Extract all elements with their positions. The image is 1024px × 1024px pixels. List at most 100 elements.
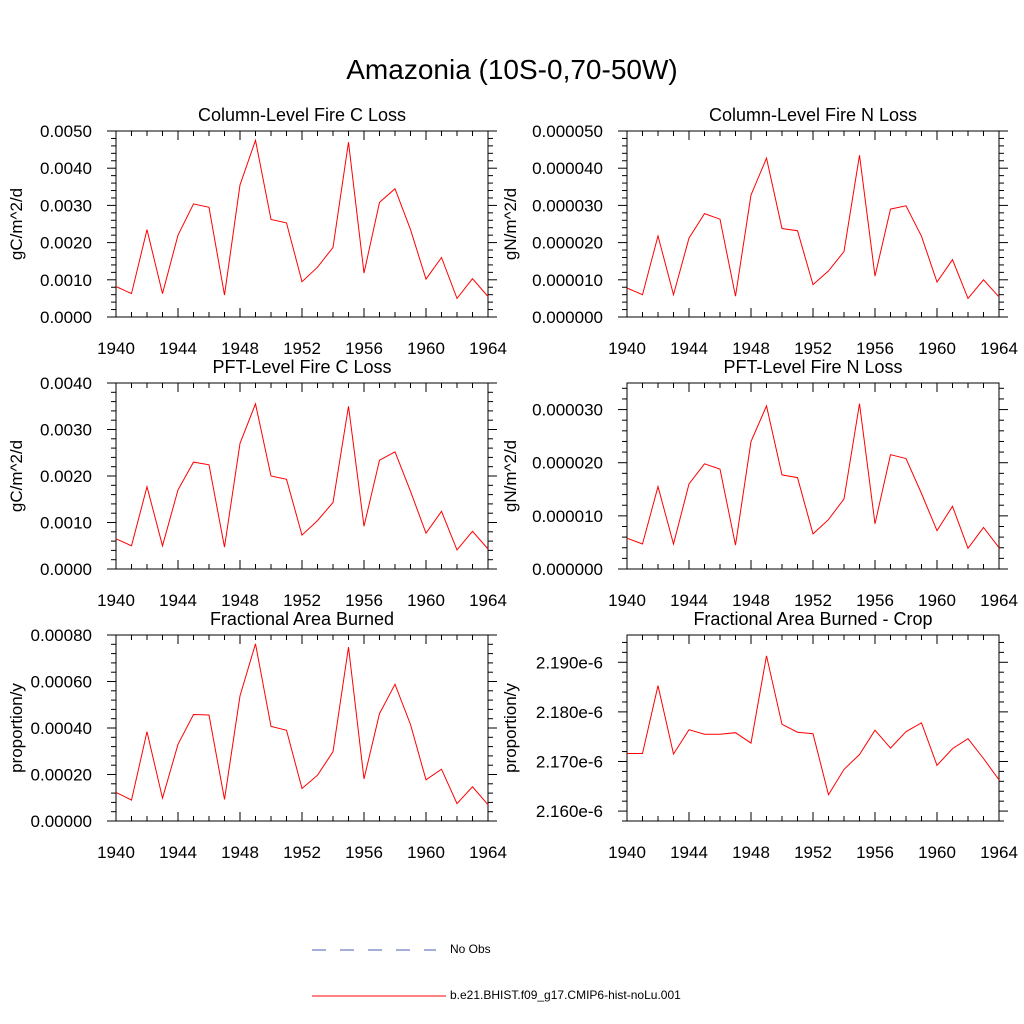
x-tick-label: 1964 — [980, 843, 1018, 862]
x-tick-label: 1952 — [283, 843, 321, 862]
legend-label-no-obs: No Obs — [450, 942, 491, 956]
y-tick-label: 0.0030 — [40, 421, 92, 440]
x-tick-label: 1948 — [732, 591, 770, 610]
x-tick-label: 1952 — [794, 339, 832, 358]
panel-title: Column-Level Fire C Loss — [198, 105, 406, 125]
legend-label-model: b.e21.BHIST.f09_g17.CMIP6-hist-noLu.001 — [450, 988, 681, 1002]
x-tick-label: 1960 — [407, 339, 445, 358]
y-axis-label: gN/m^2/d — [501, 440, 520, 512]
x-tick-label: 1964 — [469, 843, 507, 862]
y-tick-label: 0.0050 — [40, 122, 92, 141]
y-tick-label: 0.000040 — [532, 159, 603, 178]
y-tick-label: 0.0000 — [40, 308, 92, 327]
chart-panel-2: Column-Level Fire N Loss gN/m^2/d 1940 1944… — [501, 105, 1018, 358]
panel-title: Column-Level Fire N Loss — [709, 105, 917, 125]
x-tick-label: 1948 — [221, 843, 259, 862]
y-tick-label: 2.180e-6 — [536, 703, 603, 722]
y-axis-label: proportion/y — [501, 683, 520, 773]
y-tick-label: 2.160e-6 — [536, 802, 603, 821]
y-tick-label: 0.000010 — [532, 507, 603, 526]
x-tick-label: 1948 — [221, 339, 259, 358]
x-tick-label: 1960 — [407, 591, 445, 610]
chart-panel-5: Fractional Area Burned proportion/y 1940 19… — [7, 609, 507, 862]
x-tick-label: 1944 — [159, 843, 197, 862]
x-tick-label: 1956 — [345, 591, 383, 610]
plot-frame — [626, 382, 1000, 570]
x-tick-label: 1952 — [794, 591, 832, 610]
x-tick-label: 1960 — [918, 591, 956, 610]
panel-title: PFT-Level Fire C Loss — [212, 357, 391, 377]
x-tick-label: 1944 — [159, 591, 197, 610]
x-tick-label: 1940 — [97, 843, 135, 862]
x-tick-label: 1956 — [856, 843, 894, 862]
y-tick-label: 2.190e-6 — [536, 653, 603, 672]
plot-frame — [626, 634, 1000, 822]
series-line-1 — [115, 402, 489, 551]
y-tick-label: 0.0020 — [40, 234, 92, 253]
y-axis-label: gC/m^2/d — [7, 440, 26, 512]
x-tick-label: 1948 — [221, 591, 259, 610]
x-tick-label: 1956 — [345, 339, 383, 358]
x-tick-label: 1956 — [345, 843, 383, 862]
chart-panel-6: Fractional Area Burned - Crop proportion/… — [501, 609, 1018, 862]
y-tick-label: 0.0040 — [40, 159, 92, 178]
panel-title: Fractional Area Burned — [210, 609, 394, 629]
x-tick-label: 1944 — [670, 843, 708, 862]
y-tick-label: 2.170e-6 — [536, 752, 603, 771]
x-tick-label: 1956 — [856, 339, 894, 358]
y-tick-label: 0.00080 — [31, 626, 92, 645]
x-tick-label: 1944 — [159, 339, 197, 358]
y-tick-label: 0.000030 — [532, 401, 603, 420]
x-tick-label: 1944 — [670, 339, 708, 358]
y-tick-label: 0.0020 — [40, 467, 92, 486]
x-tick-label: 1964 — [469, 591, 507, 610]
x-tick-label: 1964 — [980, 339, 1018, 358]
y-tick-label: 0.000000 — [532, 308, 603, 327]
series-line-1 — [626, 403, 1000, 550]
y-tick-label: 0.00000 — [31, 812, 92, 831]
y-tick-label: 0.000050 — [532, 122, 603, 141]
x-tick-label: 1960 — [407, 843, 445, 862]
y-tick-label: 0.0010 — [40, 271, 92, 290]
x-tick-label: 1964 — [469, 339, 507, 358]
x-tick-label: 1964 — [980, 591, 1018, 610]
series-line-1 — [115, 643, 489, 806]
series-line-1 — [115, 138, 489, 300]
chart-panel-1: Column-Level Fire C Loss gC/m^2/d 1940 1944… — [7, 105, 507, 358]
x-tick-label: 1940 — [97, 339, 135, 358]
x-tick-label: 1952 — [283, 339, 321, 358]
y-tick-label: 0.00040 — [31, 719, 92, 738]
y-tick-label: 0.00060 — [31, 673, 92, 692]
y-tick-label: 0.000020 — [532, 234, 603, 253]
y-tick-label: 0.0000 — [40, 560, 92, 579]
x-tick-label: 1940 — [97, 591, 135, 610]
y-axis-label: gN/m^2/d — [501, 188, 520, 260]
y-tick-label: 0.0010 — [40, 514, 92, 533]
x-tick-label: 1960 — [918, 843, 956, 862]
y-tick-label: 0.000000 — [532, 560, 603, 579]
y-axis-label: gC/m^2/d — [7, 188, 26, 260]
x-tick-label: 1956 — [856, 591, 894, 610]
y-tick-label: 0.000030 — [532, 196, 603, 215]
panel-title: Fractional Area Burned - Crop — [693, 609, 932, 629]
y-tick-label: 0.0040 — [40, 374, 92, 393]
series-line-1 — [626, 155, 1000, 300]
page-title: Amazonia (10S-0,70-50W) — [346, 54, 678, 85]
x-tick-label: 1952 — [794, 843, 832, 862]
x-tick-label: 1960 — [918, 339, 956, 358]
chart-panel-4: PFT-Level Fire N Loss gN/m^2/d 1940 1944 194… — [501, 357, 1018, 610]
x-tick-label: 1944 — [670, 591, 708, 610]
y-axis-label: proportion/y — [7, 683, 26, 773]
x-tick-label: 1948 — [732, 843, 770, 862]
x-tick-label: 1940 — [608, 339, 646, 358]
x-tick-label: 1940 — [608, 843, 646, 862]
y-tick-label: 0.000010 — [532, 271, 603, 290]
plot-frame — [626, 130, 1000, 318]
panel-title: PFT-Level Fire N Loss — [723, 357, 902, 377]
y-tick-label: 0.000020 — [532, 454, 603, 473]
series-line-1 — [627, 655, 1000, 796]
plot-frame — [115, 382, 489, 570]
chart-panel-3: PFT-Level Fire C Loss gC/m^2/d 1940 1944 194… — [7, 357, 507, 610]
x-tick-label: 1940 — [608, 591, 646, 610]
